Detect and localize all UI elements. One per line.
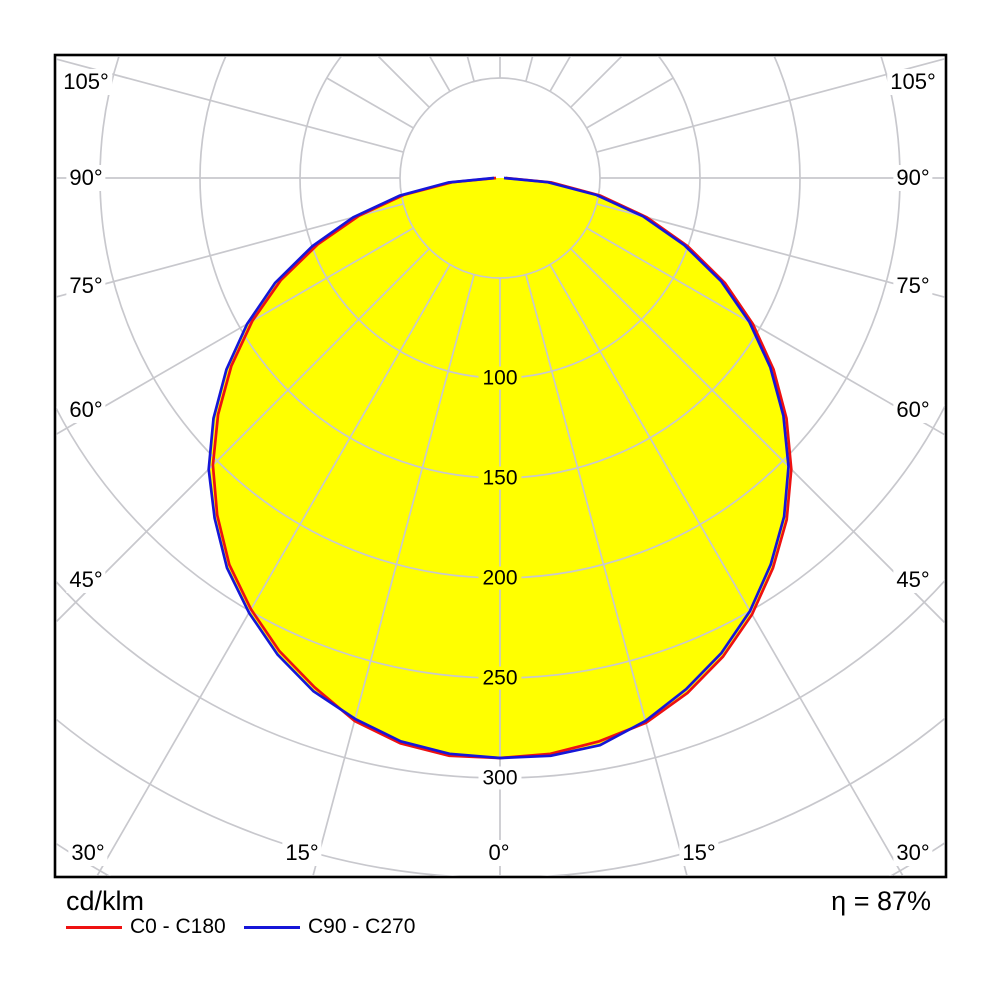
angle-label-right: 105° [887, 69, 939, 95]
angle-label-left: 60° [66, 397, 106, 423]
angle-label-bottom: 0° [485, 840, 513, 866]
angle-label-right: 45° [893, 567, 933, 593]
legend-line-c0-icon [66, 925, 122, 929]
angle-label-left: 105° [60, 69, 112, 95]
angle-label-bottom: 30° [68, 840, 108, 866]
legend-item-c0: C0 - C180 [66, 915, 226, 938]
angle-label-left: 75° [66, 273, 106, 299]
legend-item-c90: C90 - C270 [244, 915, 416, 938]
units-label: cd/klm [66, 886, 145, 916]
legend-line-c90-icon [244, 925, 300, 929]
angle-label-bottom: 30° [893, 840, 933, 866]
angle-label-right: 90° [893, 165, 933, 191]
angle-label-right: 75° [893, 273, 933, 299]
angle-label-bottom: 15° [679, 840, 719, 866]
angle-label-left: 45° [66, 567, 106, 593]
radial-tick-label: 250 [478, 666, 522, 690]
angle-label-right: 60° [893, 397, 933, 423]
angle-label-bottom: 15° [282, 840, 322, 866]
legend-label-c0: C0 - C180 [130, 915, 226, 938]
radial-tick-label: 300 [478, 766, 522, 790]
radial-tick-label: 100 [478, 366, 522, 390]
radial-tick-label: 200 [478, 566, 522, 590]
radial-tick-label: 150 [478, 466, 522, 490]
angle-label-left: 90° [66, 165, 106, 191]
legend-label-c90: C90 - C270 [308, 915, 416, 938]
efficiency-label: η = 87% [831, 886, 931, 916]
